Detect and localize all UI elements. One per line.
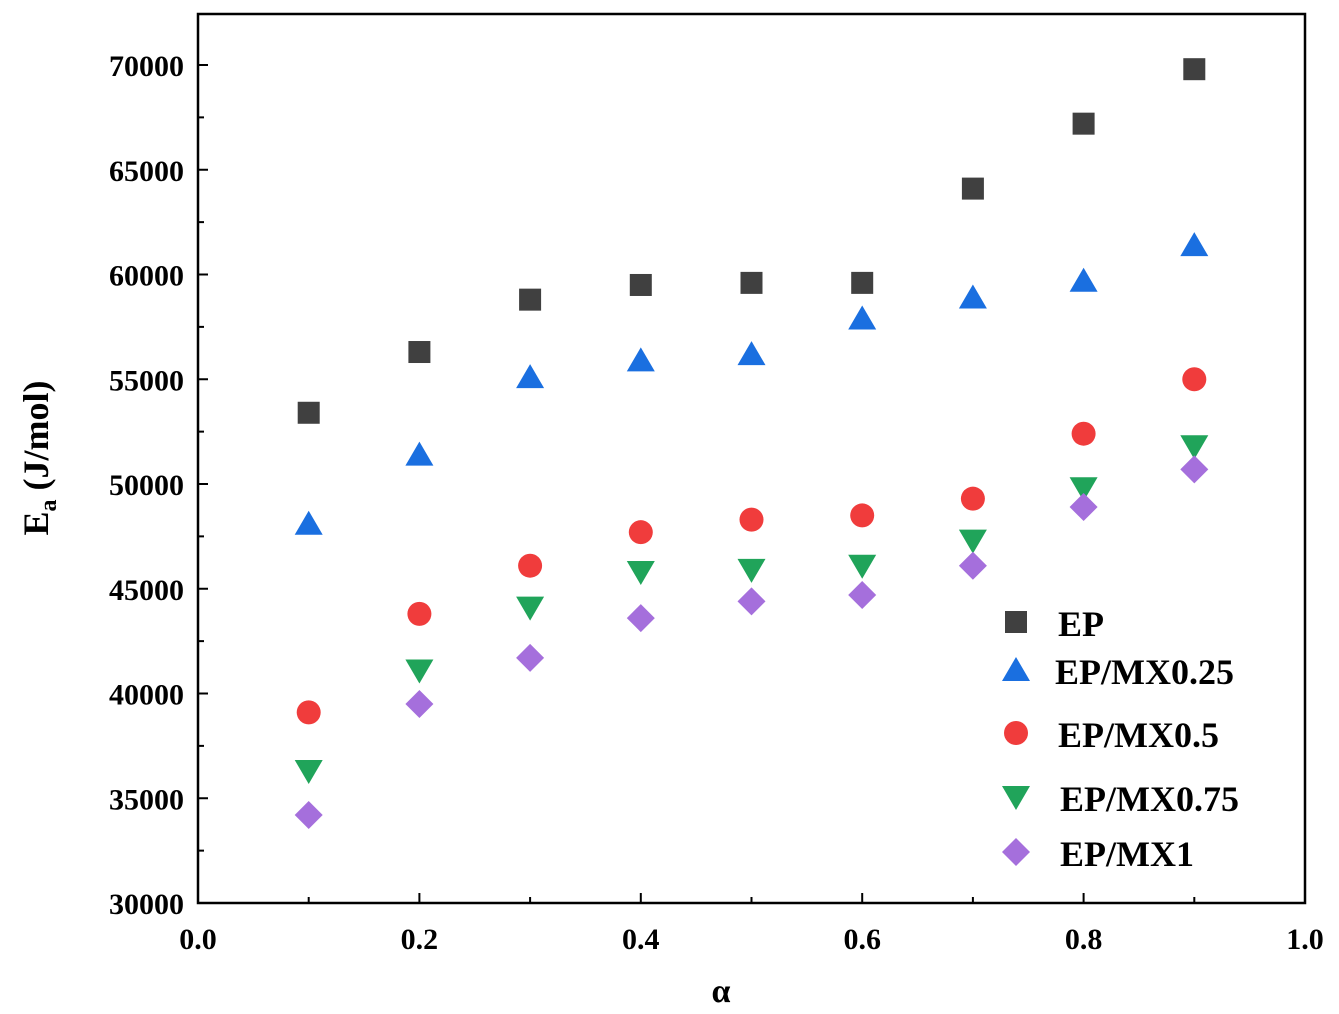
series-ep bbox=[297, 58, 1206, 424]
data-point bbox=[1180, 232, 1209, 257]
data-point bbox=[958, 284, 987, 309]
x-tick-label: 0.4 bbox=[622, 923, 660, 956]
data-point bbox=[739, 507, 764, 532]
data-point bbox=[405, 659, 434, 684]
y-tick-label: 30000 bbox=[109, 888, 184, 921]
series-ep-mx0-75 bbox=[294, 435, 1209, 785]
data-point bbox=[297, 401, 320, 424]
data-point bbox=[1183, 58, 1206, 81]
data-point bbox=[1072, 112, 1095, 135]
data-point bbox=[626, 604, 655, 633]
x-tick-label: 0.0 bbox=[179, 923, 217, 956]
data-point bbox=[408, 341, 431, 364]
x-axis-label: α bbox=[712, 973, 731, 1010]
data-point bbox=[626, 560, 655, 585]
legend-label: EP/MX0.75 bbox=[1060, 779, 1239, 819]
data-point bbox=[740, 271, 763, 294]
data-point bbox=[737, 558, 766, 583]
series-ep-mx1 bbox=[294, 455, 1209, 830]
y-tick-label: 70000 bbox=[109, 50, 184, 83]
data-point bbox=[850, 503, 875, 528]
data-point bbox=[518, 553, 543, 578]
data-point bbox=[1180, 435, 1209, 460]
data-point bbox=[405, 689, 434, 718]
legend-label: EP/MX0.25 bbox=[1055, 652, 1234, 692]
data-point bbox=[848, 305, 877, 330]
series-ep-mx0-5 bbox=[296, 367, 1207, 725]
data-point bbox=[294, 510, 323, 535]
x-tick-label: 0.8 bbox=[1065, 923, 1103, 956]
y-tick-label: 35000 bbox=[109, 783, 184, 816]
legend-label: EP/MX1 bbox=[1060, 834, 1194, 874]
y-axis-label: Ea (J/mol) bbox=[16, 381, 62, 536]
y-tick-label: 60000 bbox=[109, 260, 184, 293]
legend-marker bbox=[1005, 611, 1027, 633]
legend-marker bbox=[1002, 657, 1030, 681]
data-point bbox=[1180, 455, 1209, 484]
data-point bbox=[737, 587, 766, 616]
data-point bbox=[626, 347, 655, 372]
data-point bbox=[737, 341, 766, 366]
data-point bbox=[294, 801, 323, 830]
x-tick-label: 0.2 bbox=[401, 923, 439, 956]
data-point bbox=[958, 551, 987, 580]
legend-label: EP/MX0.5 bbox=[1058, 715, 1219, 755]
data-point bbox=[848, 554, 877, 579]
data-point bbox=[516, 596, 545, 621]
data-point bbox=[961, 177, 984, 200]
legend: EP EP/MX0.25 EP/MX0.5 EP/MX0.75 EP/MX1 bbox=[1002, 604, 1239, 874]
legend-marker bbox=[1004, 721, 1028, 745]
data-point bbox=[958, 529, 987, 554]
data-point bbox=[516, 643, 545, 672]
plot-frame bbox=[196, 12, 1307, 905]
legend-marker bbox=[1002, 786, 1030, 810]
data-point bbox=[851, 271, 874, 294]
data-point bbox=[960, 486, 985, 511]
svg-text:Ea (J/mol): Ea (J/mol) bbox=[16, 381, 62, 536]
data-point bbox=[519, 288, 542, 311]
y-tick-label: 55000 bbox=[109, 364, 184, 397]
data-point bbox=[848, 581, 877, 610]
data-point bbox=[1071, 421, 1096, 446]
data-point bbox=[1069, 493, 1098, 522]
data-point bbox=[294, 760, 323, 785]
data-point bbox=[1182, 367, 1207, 392]
y-tick-label: 50000 bbox=[109, 469, 184, 502]
series-ep-mx0-25 bbox=[294, 232, 1209, 535]
data-point bbox=[516, 364, 545, 389]
legend-marker bbox=[1002, 838, 1030, 866]
x-tick-label: 0.6 bbox=[843, 923, 881, 956]
data-point bbox=[405, 441, 434, 466]
legend-label: EP bbox=[1058, 604, 1104, 644]
data-point bbox=[629, 273, 652, 296]
data-point bbox=[296, 700, 321, 725]
x-tick-label: 1.0 bbox=[1286, 923, 1324, 956]
y-tick-label: 45000 bbox=[109, 574, 184, 607]
data-point bbox=[407, 601, 432, 626]
y-tick-label: 65000 bbox=[109, 155, 184, 188]
data-point bbox=[628, 520, 653, 545]
y-tick-label: 40000 bbox=[109, 679, 184, 712]
data-point bbox=[1069, 477, 1098, 502]
data-point bbox=[1069, 267, 1098, 292]
